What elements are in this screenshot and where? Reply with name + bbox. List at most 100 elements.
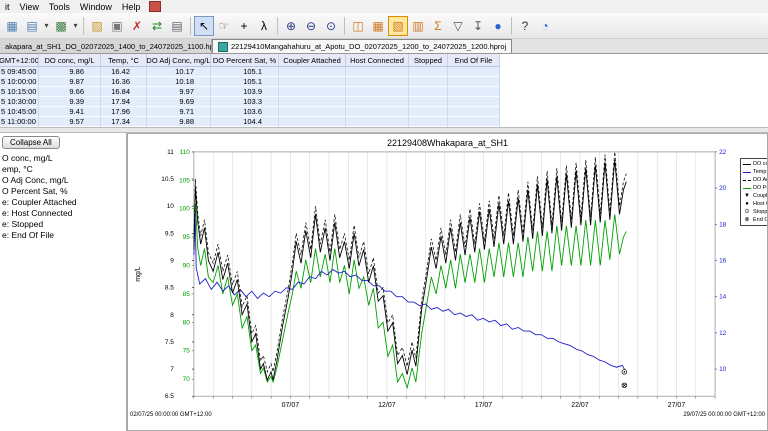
table-row[interactable]: 5 10:45:009.4117.969.71103.6 xyxy=(0,107,768,117)
plot-properties-icon[interactable]: ▧ xyxy=(388,16,408,36)
readout-device-icon[interactable]: ▤ xyxy=(22,16,42,36)
table-cell[interactable]: 9.57 xyxy=(39,117,101,127)
table-cell[interactable] xyxy=(448,97,500,107)
table-cell[interactable]: 9.71 xyxy=(147,107,211,117)
collapse-all-button[interactable]: Collapse All xyxy=(2,136,60,149)
print-icon[interactable]: ▤ xyxy=(167,16,187,36)
table-cell[interactable] xyxy=(448,67,500,77)
pointer-tool-icon[interactable]: ↖ xyxy=(194,16,214,36)
zoom-in-icon[interactable]: ⊕ xyxy=(281,16,301,36)
lambda-tool-icon[interactable]: λ xyxy=(254,16,274,36)
table-cell[interactable] xyxy=(279,107,346,117)
help-icon[interactable]: ? xyxy=(515,16,535,36)
table-cell[interactable] xyxy=(409,117,448,127)
column-header[interactable]: Temp, °C xyxy=(101,54,147,67)
table-cell[interactable] xyxy=(448,107,500,117)
pin-icon[interactable]: ↧ xyxy=(468,16,488,36)
column-header[interactable]: DO Adj Conc, mg/L xyxy=(147,54,211,67)
sidebar-item[interactable]: emp, °C xyxy=(0,164,126,175)
table-cell[interactable]: 5 09:45:00 xyxy=(0,67,39,77)
table-cell[interactable]: 17.96 xyxy=(101,107,147,117)
table-cell[interactable] xyxy=(279,77,346,87)
table-row[interactable]: 5 11:00:009.5717.349.88104.4 xyxy=(0,117,768,127)
table-cell[interactable]: 9.69 xyxy=(147,97,211,107)
open-file-icon[interactable]: ▨ xyxy=(87,16,107,36)
sidebar-item[interactable]: O conc, mg/L xyxy=(0,153,126,164)
column-header[interactable]: GMT+12:00 xyxy=(0,54,39,67)
sidebar-item[interactable]: e: End Of File xyxy=(0,230,126,241)
save-file-icon[interactable]: ▣ xyxy=(107,16,127,36)
table-row[interactable]: 5 09:45:009.8616.4210.17105.1 xyxy=(0,67,768,77)
table-cell[interactable] xyxy=(346,97,409,107)
table-cell[interactable] xyxy=(279,87,346,97)
menu-view[interactable]: View xyxy=(15,2,44,12)
table-cell[interactable]: 9.86 xyxy=(39,67,101,77)
table-cell[interactable] xyxy=(409,87,448,97)
table-cell[interactable]: 17.34 xyxy=(101,117,147,127)
column-header[interactable]: Coupler Attached xyxy=(279,54,346,67)
table-row[interactable]: 5 10:00:009.8716.3610.18105.1 xyxy=(0,77,768,87)
sidebar-item[interactable]: e: Host Connected xyxy=(0,208,126,219)
tab-mangahahuru-project[interactable]: 22129410Mangahahuru_at_Apotu_DO_02072025… xyxy=(212,39,512,53)
hand-tool-icon[interactable]: ☞ xyxy=(214,16,234,36)
table-row[interactable]: 5 10:30:009.3917.949.69103.3 xyxy=(0,97,768,107)
table-cell[interactable]: 9.39 xyxy=(39,97,101,107)
table-cell[interactable]: 5 10:15:00 xyxy=(0,87,39,97)
menu-it[interactable]: it xyxy=(0,2,15,12)
sidebar-item[interactable]: e: Coupler Attached xyxy=(0,197,126,208)
table-cell[interactable] xyxy=(448,77,500,87)
table-cell[interactable]: 16.42 xyxy=(101,67,147,77)
table-cell[interactable] xyxy=(448,87,500,97)
table-cell[interactable]: 10.17 xyxy=(147,67,211,77)
menu-window[interactable]: Window xyxy=(75,2,117,12)
column-header[interactable]: Host Connected xyxy=(346,54,409,67)
table-cell[interactable] xyxy=(346,77,409,87)
table-cell[interactable] xyxy=(409,77,448,87)
table-cell[interactable] xyxy=(409,67,448,77)
table-cell[interactable] xyxy=(346,67,409,77)
table-cell[interactable] xyxy=(279,117,346,127)
table-row[interactable]: 5 10:15:009.6616.849.97103.9 xyxy=(0,87,768,97)
table-cell[interactable] xyxy=(346,87,409,97)
table-cell[interactable]: 105.1 xyxy=(211,77,279,87)
sidebar-item[interactable]: e: Stopped xyxy=(0,219,126,230)
info-icon[interactable]: ● xyxy=(488,16,508,36)
table-cell[interactable] xyxy=(346,107,409,117)
table-cell[interactable] xyxy=(346,117,409,127)
crosshair-tool-icon[interactable]: + xyxy=(234,16,254,36)
table-cell[interactable]: 5 10:30:00 xyxy=(0,97,39,107)
table-cell[interactable] xyxy=(409,97,448,107)
zoom-out-icon[interactable]: ⊖ xyxy=(301,16,321,36)
launch-device-icon[interactable]: ▦ xyxy=(2,16,22,36)
table-cell[interactable]: 9.66 xyxy=(39,87,101,97)
table-cell[interactable]: 5 11:00:00 xyxy=(0,117,39,127)
tab-whakapara-project[interactable]: akapara_at_SH1_DO_02072025_1400_to_24072… xyxy=(0,39,212,53)
table-cell[interactable]: 103.3 xyxy=(211,97,279,107)
table-cell[interactable]: 5 10:45:00 xyxy=(0,107,39,117)
chart-view-icon[interactable]: ◫ xyxy=(348,16,368,36)
column-header[interactable]: End Of File xyxy=(448,54,500,67)
bar-chart-icon[interactable]: ▥ xyxy=(408,16,428,36)
table-cell[interactable]: 17.94 xyxy=(101,97,147,107)
plot-button-icon[interactable]: ▩ xyxy=(51,16,71,36)
zoom-window-icon[interactable]: ⊙ xyxy=(321,16,341,36)
column-header[interactable]: Stopped xyxy=(409,54,448,67)
sidebar-item[interactable]: O Adj Conc, mg/L xyxy=(0,175,126,186)
table-cell[interactable]: 104.4 xyxy=(211,117,279,127)
table-cell[interactable]: 5 10:00:00 xyxy=(0,77,39,87)
table-cell[interactable]: 10.18 xyxy=(147,77,211,87)
table-cell[interactable]: 103.9 xyxy=(211,87,279,97)
table-view-icon[interactable]: ▦ xyxy=(368,16,388,36)
device-menu-caret-icon[interactable]: ▾ xyxy=(42,16,51,36)
table-cell[interactable] xyxy=(448,117,500,127)
export-icon[interactable]: ⇄ xyxy=(147,16,167,36)
close-file-icon[interactable]: ✗ xyxy=(127,16,147,36)
stats-icon[interactable]: Σ xyxy=(428,16,448,36)
table-cell[interactable]: 9.41 xyxy=(39,107,101,117)
menu-tools[interactable]: Tools xyxy=(44,2,75,12)
table-cell[interactable] xyxy=(409,107,448,117)
table-cell[interactable]: 9.97 xyxy=(147,87,211,97)
sidebar-item[interactable]: O Percent Sat, % xyxy=(0,186,126,197)
plot-menu-caret-icon[interactable]: ▾ xyxy=(71,16,80,36)
table-cell[interactable] xyxy=(279,97,346,107)
